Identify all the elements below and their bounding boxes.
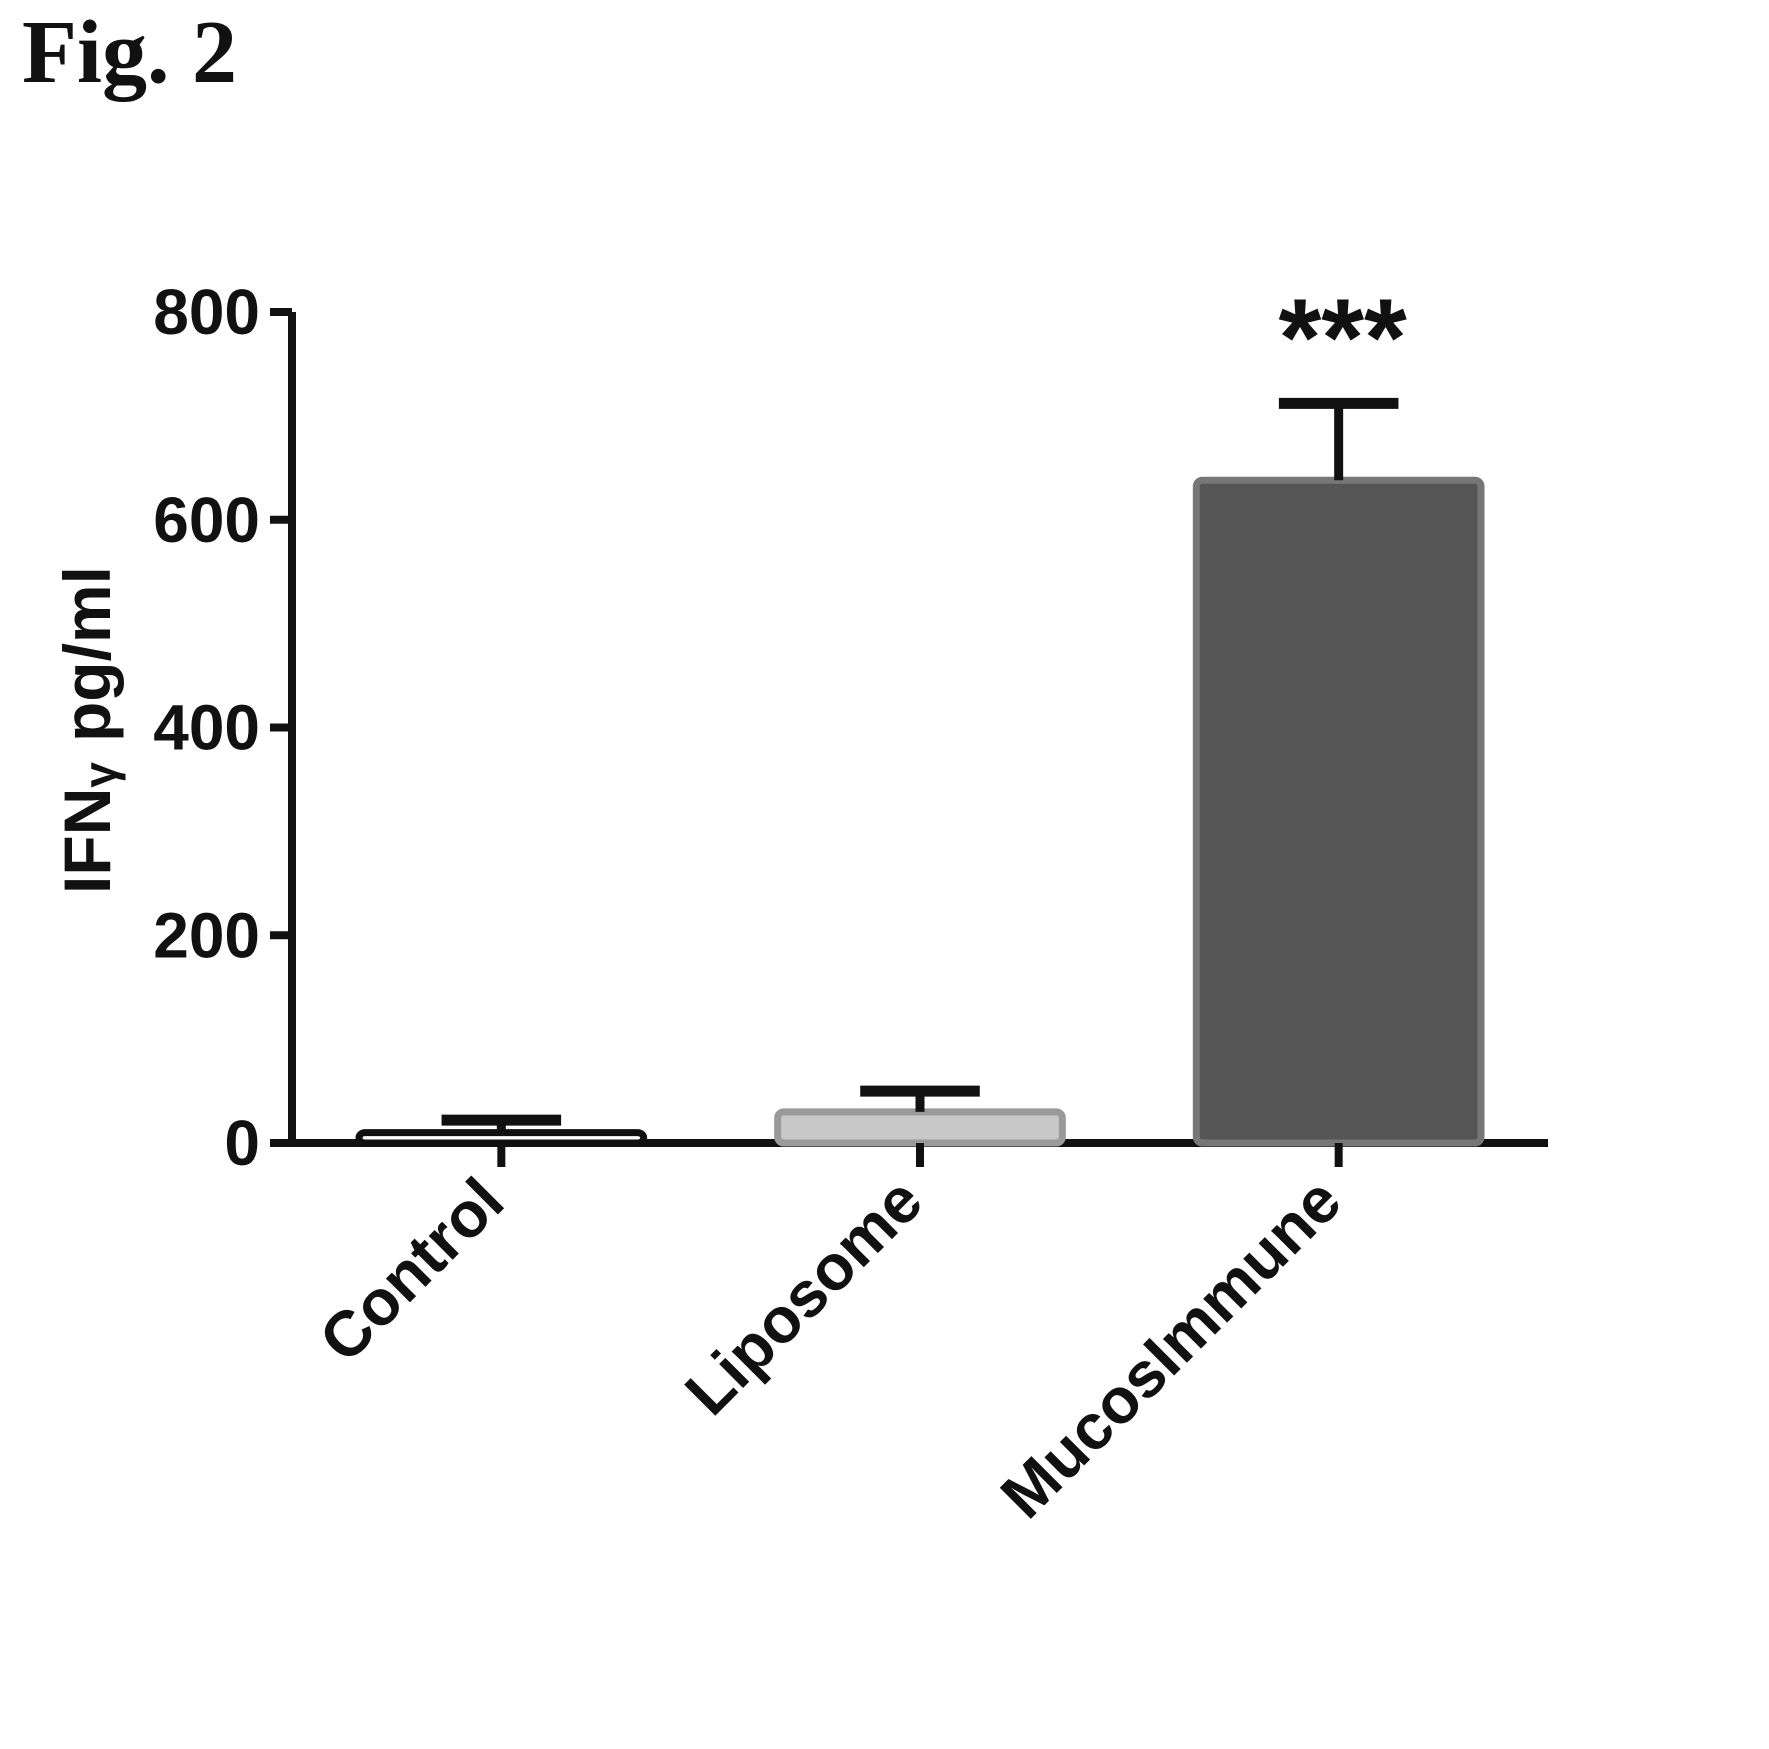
y-axis-title: IFNγ pg/ml: [50, 566, 126, 894]
bar-mucosimmune: [1192, 476, 1485, 1147]
bar-control: [355, 1129, 648, 1147]
error-bars: [441, 397, 1399, 1133]
annotations: ***: [1278, 276, 1407, 399]
y-tick-label-0: 0: [224, 1107, 260, 1179]
y-axis-title-symbol: γ: [74, 762, 126, 788]
figure-label: Fig. 2: [22, 3, 237, 102]
y-axis-title-unit: pg/ml: [50, 566, 124, 742]
y-tick-label-1: 200: [153, 899, 260, 971]
y-axis-title-main: IFN: [50, 788, 124, 894]
y-tick-label-2: 400: [153, 692, 260, 764]
bars: [355, 476, 1485, 1147]
x-tick-label-liposome: Liposome: [671, 1164, 936, 1429]
x-tick-label-control: Control: [305, 1164, 517, 1376]
y-tick-label-4: 800: [153, 276, 260, 348]
x-ticks: Control Liposome MucosImmune: [305, 1143, 1355, 1532]
significance-label-mucosimmune: ***: [1278, 276, 1407, 399]
y-ticks: 0 200 400 600 800: [153, 276, 292, 1179]
bar-liposome: [774, 1108, 1066, 1147]
x-tick-label-mucosimmune: MucosImmune: [987, 1164, 1355, 1532]
y-tick-label-3: 600: [153, 484, 260, 556]
